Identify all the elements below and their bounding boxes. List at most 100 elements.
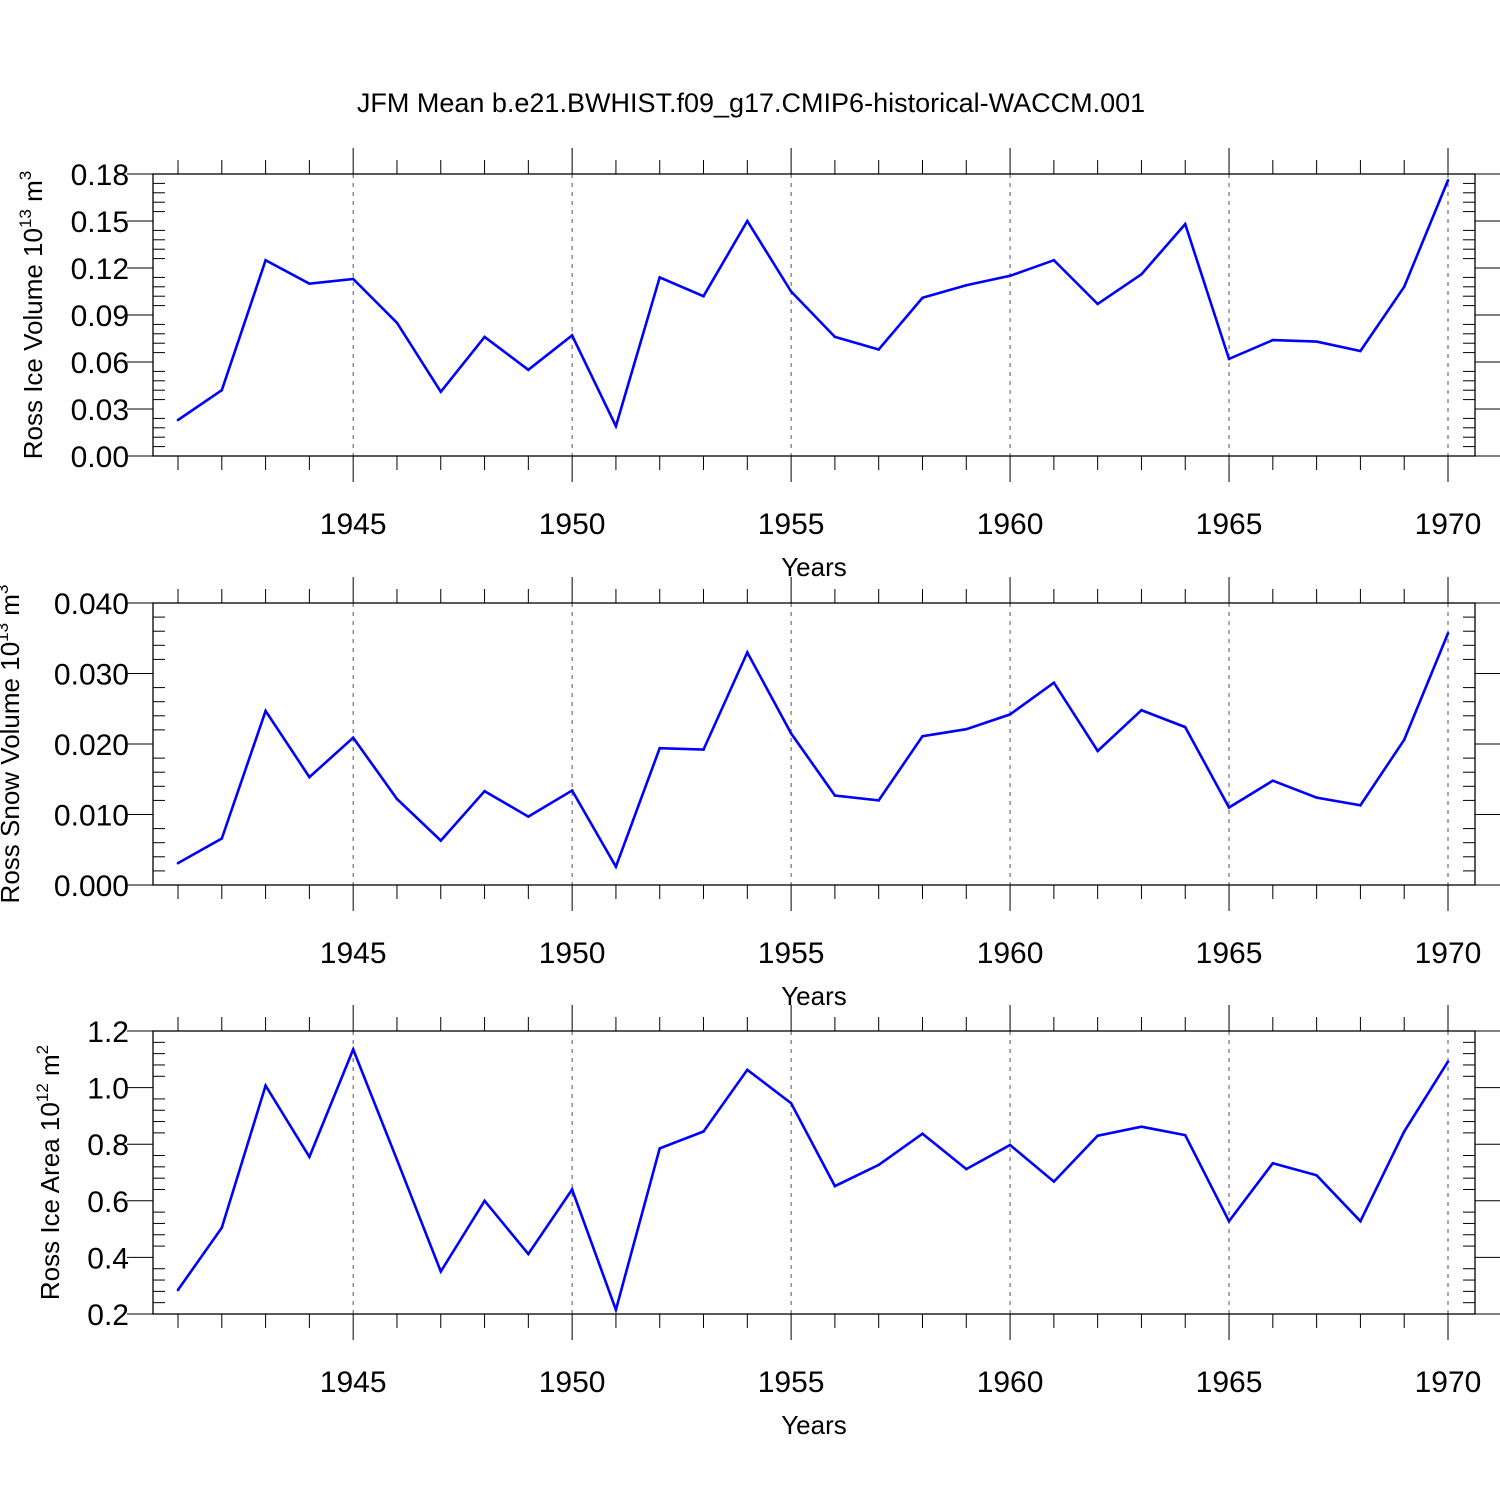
- data-point: [1402, 285, 1406, 289]
- data-point: [746, 651, 749, 654]
- x-tick-label: 1965: [1196, 937, 1263, 970]
- y-axis-label-unit: m: [35, 1054, 65, 1083]
- x-tick-label: 1955: [758, 508, 825, 541]
- data-point: [964, 1167, 968, 1171]
- x-tick-label: 1950: [539, 508, 606, 541]
- x-tick-label: 1950: [539, 1366, 606, 1399]
- y-axis-label-exponent: 13: [0, 623, 12, 642]
- y-tick-label: 0.03: [71, 394, 129, 427]
- data-point: [1271, 779, 1275, 782]
- data-point: [483, 789, 486, 793]
- data-point: [1096, 302, 1099, 306]
- y-axis-label-unit: m: [0, 594, 25, 623]
- data-point: [264, 709, 267, 713]
- y-tick-label: 0.18: [71, 159, 129, 192]
- data-point: [1008, 713, 1012, 716]
- data-point: [658, 1147, 662, 1150]
- data-point: [176, 418, 180, 422]
- series-line: [176, 1045, 1450, 1315]
- data-point: [1008, 274, 1012, 278]
- data-point: [439, 839, 443, 842]
- x-tick-label: 1955: [758, 1366, 825, 1399]
- y-tick-label: 0.12: [71, 253, 129, 286]
- y-axis-label: Ross Ice Volume 1013 m3: [16, 171, 48, 460]
- data-point: [395, 321, 399, 325]
- y-axis-label-unit-exponent: 3: [16, 171, 35, 180]
- data-point: [1446, 178, 1450, 182]
- data-point: [439, 1270, 443, 1273]
- data-point: [308, 775, 311, 779]
- y-tick-label: 0.000: [54, 870, 129, 903]
- data-point: [1183, 725, 1187, 729]
- data-point: [1140, 1125, 1143, 1128]
- data-point: [1315, 340, 1318, 343]
- data-point: [1052, 258, 1056, 262]
- figure-title: JFM Mean b.e21.BWHIST.f09_g17.CMIP6-hist…: [357, 88, 1145, 118]
- data-point: [921, 1132, 924, 1136]
- data-point: [220, 1226, 224, 1229]
- data-point: [176, 861, 180, 865]
- data-point: [921, 734, 924, 738]
- y-tick-label: 0.6: [87, 1186, 129, 1219]
- y-tick-label: 0.4: [87, 1242, 129, 1275]
- data-point: [702, 1130, 705, 1133]
- data-point: [1359, 804, 1362, 807]
- data-point: [614, 1308, 618, 1312]
- data-point: [964, 283, 968, 287]
- x-axis-label: Years: [781, 552, 847, 582]
- x-tick-label: 1970: [1415, 937, 1482, 970]
- x-tick-label: 1945: [320, 937, 387, 970]
- data-point: [1096, 1134, 1099, 1138]
- data-point: [789, 1101, 793, 1105]
- data-point: [439, 390, 443, 394]
- data-point: [1096, 749, 1099, 753]
- x-tick-label: 1945: [320, 508, 387, 541]
- data-point: [1402, 1130, 1406, 1133]
- x-tick-label: 1945: [320, 1366, 387, 1399]
- data-point: [1359, 1219, 1362, 1223]
- x-tick-label: 1970: [1415, 508, 1482, 541]
- data-point: [395, 797, 399, 801]
- panel-3: 0.2 0.4 0.6 0.8 1.0 1.2 1945 1950 1955 1960 1965 19…: [33, 1005, 1500, 1440]
- data-point: [1227, 1219, 1231, 1223]
- y-axis-label-unit: m: [18, 180, 48, 209]
- x-tick-label: 1950: [539, 937, 606, 970]
- data-point: [921, 296, 924, 300]
- y-tick-label: 0.09: [71, 300, 129, 333]
- x-tick-label: 1960: [977, 1366, 1044, 1399]
- data-point: [1227, 806, 1231, 809]
- data-point: [1227, 357, 1231, 361]
- x-tick-label: 1965: [1196, 1366, 1263, 1399]
- plot-frame: [152, 602, 1476, 886]
- data-point: [308, 282, 311, 285]
- x-tick-label: 1960: [977, 937, 1044, 970]
- data-point: [1446, 632, 1450, 635]
- data-point: [702, 748, 705, 751]
- x-tick-label: 1970: [1415, 1366, 1482, 1399]
- data-point: [1271, 1161, 1275, 1165]
- data-point: [702, 294, 705, 298]
- data-point: [614, 865, 618, 868]
- data-point: [1183, 222, 1187, 226]
- data-point: [264, 258, 267, 262]
- data-point: [1271, 338, 1275, 342]
- data-point: [1008, 1143, 1012, 1147]
- x-tick-label: 1955: [758, 937, 825, 970]
- y-tick-label: 0.020: [54, 729, 129, 762]
- data-point: [483, 335, 486, 339]
- y-axis-label-text: Ross Ice Volume 10: [18, 228, 48, 459]
- data-point: [877, 1163, 880, 1167]
- data-point: [527, 815, 530, 818]
- data-point: [176, 1288, 180, 1292]
- y-axis-label: Ross Snow Volume 1013 m3: [0, 585, 25, 904]
- x-axis-label: Years: [781, 981, 847, 1011]
- data-point: [877, 348, 880, 351]
- data-point: [220, 388, 224, 392]
- panel-2: 0.000 0.010 0.020 0.030 0.040 1945 1950 1955 196…: [0, 577, 1500, 1011]
- y-axis-label-text: Ross Ice Area 10: [35, 1102, 65, 1300]
- y-tick-label: 1.2: [87, 1016, 129, 1049]
- y-tick-label: 0.030: [54, 659, 129, 692]
- data-point: [658, 746, 662, 750]
- data-point: [351, 1048, 355, 1051]
